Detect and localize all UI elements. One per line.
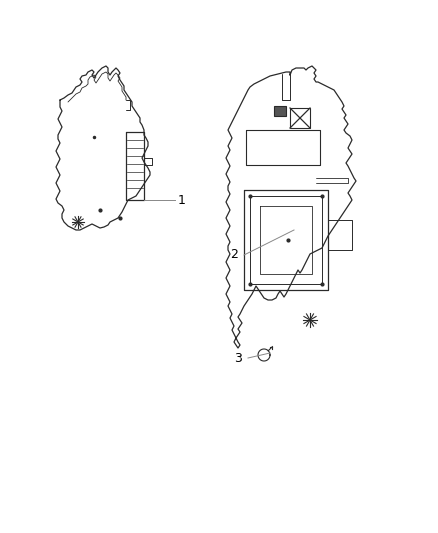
Bar bbox=[290, 108, 310, 128]
Text: 2: 2 bbox=[230, 248, 238, 262]
Text: 3: 3 bbox=[234, 351, 242, 365]
Bar bbox=[274, 106, 286, 116]
Text: 1: 1 bbox=[178, 193, 186, 206]
